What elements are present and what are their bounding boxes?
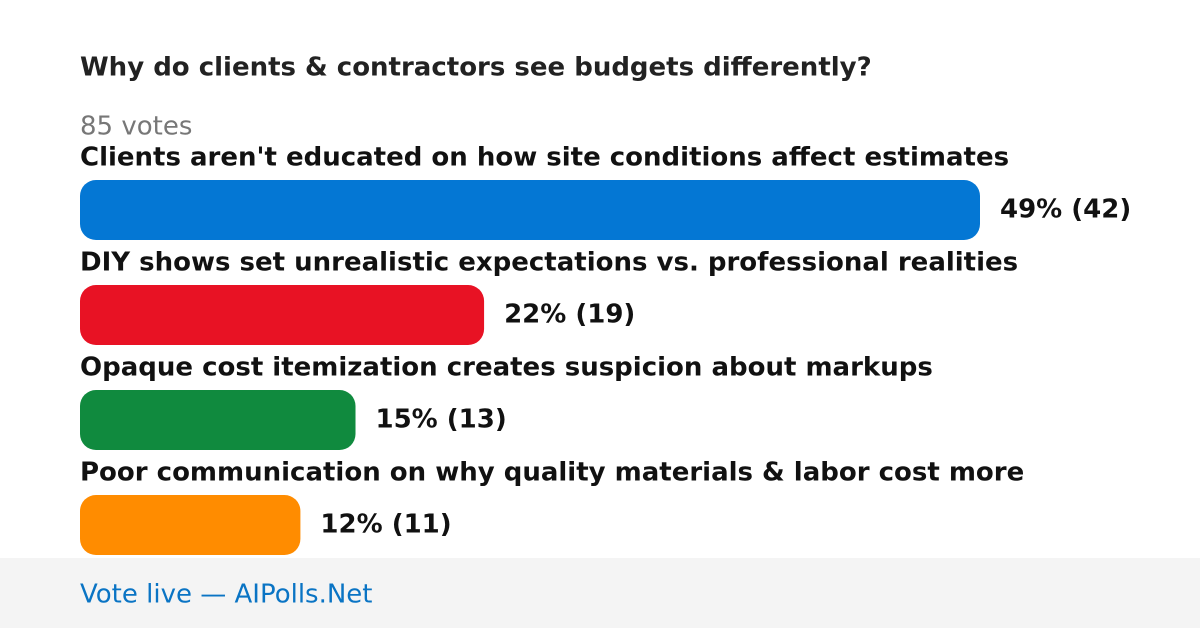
bar [80,390,356,450]
value-label: 49% (42) [1000,195,1131,225]
bar [80,285,485,345]
vote-count: 85 votes [80,112,192,142]
value-label: 12% (11) [320,510,451,540]
value-label: 15% (13) [376,405,507,435]
value-label: 22% (19) [504,300,635,330]
footer-band [0,558,1200,628]
option-label: DIY shows set unrealistic expectations v… [80,248,1018,278]
footer-link[interactable]: Vote live — AIPolls.Net [80,580,373,610]
bar [80,180,980,240]
option-label: Clients aren't educated on how site cond… [80,143,1009,173]
chart-title: Why do clients & contractors see budgets… [80,53,872,83]
bar [80,495,301,555]
option-label: Opaque cost itemization creates suspicio… [80,353,933,383]
option-label: Poor communication on why quality materi… [80,458,1024,488]
